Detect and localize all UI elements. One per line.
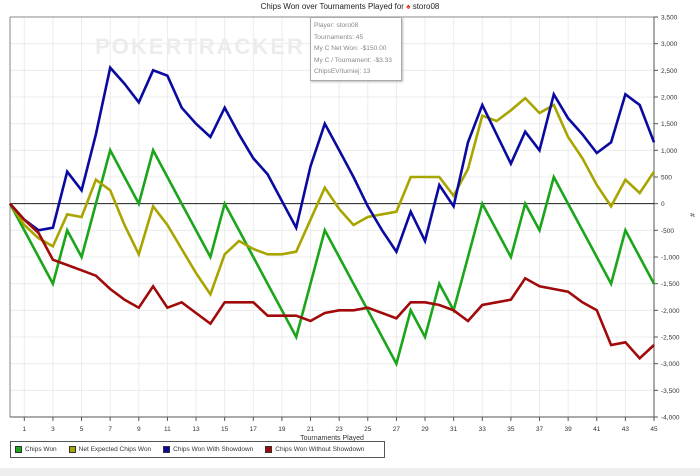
x-tick-label: 29	[421, 426, 429, 433]
title-player: storo08	[412, 2, 440, 11]
y-tick-label: 0	[661, 201, 665, 208]
y-tick-label: 500	[661, 175, 672, 182]
y-tick-label: 3,500	[661, 15, 678, 22]
legend-swatch	[15, 446, 22, 453]
x-tick-label: 41	[593, 426, 601, 433]
x-tick-label: 5	[80, 426, 84, 433]
x-tick-label: 31	[450, 426, 458, 433]
tooltip: Player: storo08 Tournaments: 45 My C Net…	[310, 17, 402, 81]
legend-swatch	[163, 446, 171, 453]
x-tick-label: 1	[22, 426, 26, 433]
y-tick-label: -500	[661, 228, 674, 235]
title-text: Chips Won over Tournaments Played for	[260, 2, 404, 11]
legend-swatch	[265, 446, 273, 453]
legend-item-chips-won[interactable]: Chips Won	[15, 446, 57, 453]
x-tick-label: 39	[565, 426, 573, 433]
legend-label: Chips Won With Showdown	[173, 446, 254, 453]
y-tick-label: -3,000	[661, 361, 680, 368]
y-tick-label: 2,500	[661, 68, 678, 75]
y-tick-label: 1,000	[661, 148, 678, 155]
y-tick-label: 3,000	[661, 41, 678, 48]
x-tick-label: 33	[479, 426, 487, 433]
watermark: POKERTRACKER	[95, 34, 305, 59]
x-axis-label: Tournaments Played	[300, 435, 364, 442]
legend-item-net-expected[interactable]: Net Expected Chips Won	[68, 446, 152, 453]
x-tick-label: 37	[536, 426, 544, 433]
legend-label: Chips Won	[25, 446, 57, 453]
x-tick-label: 35	[507, 426, 515, 433]
chart-title: Chips Won over Tournaments Played for ♠ …	[0, 2, 700, 11]
y-tick-label: -1,500	[661, 281, 680, 288]
y-tick-label: -2,500	[661, 335, 680, 342]
y-tick-label: 2,000	[661, 95, 678, 102]
legend-swatch	[68, 446, 76, 453]
x-tick-label: 19	[278, 426, 286, 433]
legend-label: Chips Won Without Showdown	[275, 446, 365, 453]
x-tick-label: 13	[192, 426, 200, 433]
tooltip-per-tournament: My C / Tournament: -$3.33	[314, 56, 392, 64]
y-tick-label: -3,500	[661, 388, 680, 395]
x-tick-label: 27	[393, 426, 401, 433]
series-line-chips-won-with-showdown	[9, 64, 656, 255]
legend-item-with-showdown[interactable]: Chips Won With Showdown	[163, 446, 253, 453]
x-tick-label: 25	[364, 426, 372, 433]
pokerstars-logo-icon: ♠	[406, 2, 411, 11]
footer-bar	[0, 468, 700, 476]
tooltip-net-won: My C Net Won: -$150.00	[314, 45, 387, 53]
tooltip-chips-ev: ChipsEV/turniej: 13	[314, 68, 371, 76]
legend: Chips Won Net Expected Chips Won Chips W…	[10, 441, 385, 458]
y-tick-label: -4,000	[661, 415, 680, 422]
tooltip-player: Player: storo08	[314, 22, 359, 29]
y-tick-label: 1,500	[661, 121, 678, 128]
series-line-net-expected-chips-won	[8, 96, 656, 298]
x-tick-label: 21	[307, 426, 315, 433]
x-tick-label: 3	[51, 426, 55, 433]
x-tick-label: 11	[164, 426, 171, 433]
y-tick-label: -1,000	[661, 255, 680, 262]
x-tick-label: 23	[336, 426, 344, 433]
y-tick-label: -2,000	[661, 308, 680, 315]
x-tick-label: 9	[137, 426, 141, 433]
x-tick-label: 43	[622, 426, 630, 433]
x-tick-label: 17	[250, 426, 258, 433]
y-axis-label: #	[688, 213, 695, 217]
series-line-chips-won	[8, 146, 656, 368]
tooltip-tournaments: Tournaments: 45	[314, 33, 364, 41]
legend-label: Net Expected Chips Won	[78, 446, 152, 453]
x-tick-label: 45	[650, 426, 658, 433]
legend-item-without-showdown[interactable]: Chips Won Without Showdown	[265, 446, 364, 453]
x-tick-label: 15	[221, 426, 229, 433]
series-line-chips-won-without-showdown	[9, 202, 655, 361]
x-tick-label: 7	[108, 426, 112, 433]
